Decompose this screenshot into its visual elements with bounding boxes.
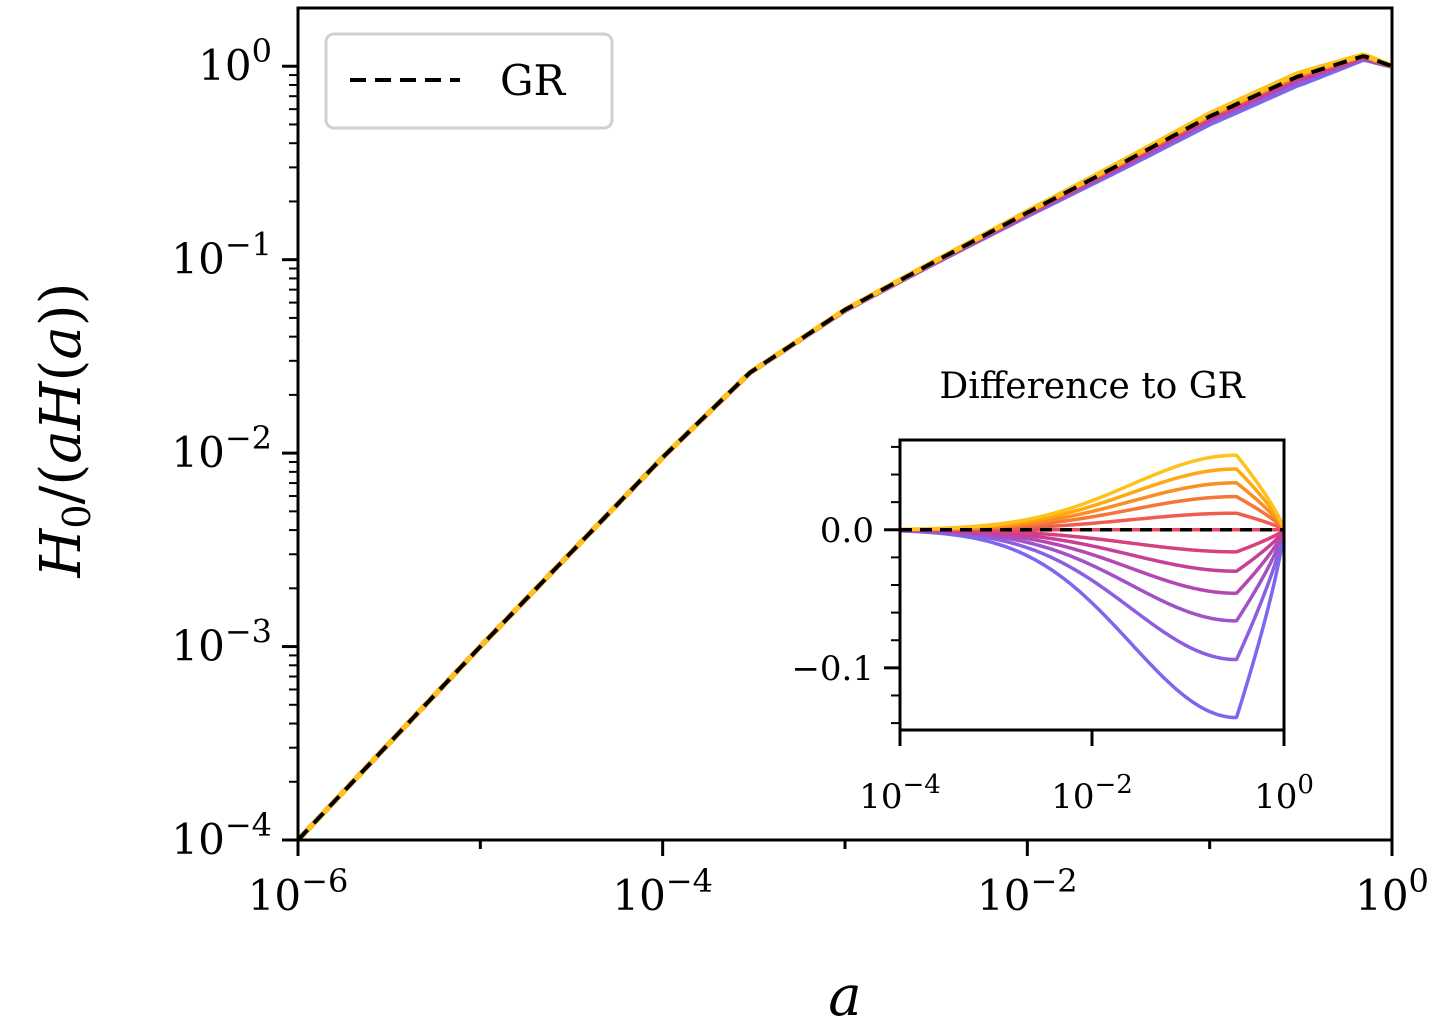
x-axis-title: a — [828, 964, 861, 1027]
inset-x-tick-label-2: 100 — [1254, 770, 1314, 817]
legend-gr-label: GR — [500, 56, 567, 105]
y-tick-base: 10 — [198, 41, 251, 90]
inset-variant-line-11 — [900, 453, 1284, 532]
inset-x-tick-exp: 0 — [1297, 770, 1314, 800]
main-series-group — [298, 52, 1392, 840]
y-tick-base: 10 — [171, 235, 224, 284]
y-axis-title-rest: /( — [29, 464, 94, 505]
y-tick-base: 10 — [171, 815, 224, 864]
y-tick-label-1: 10−3 — [171, 613, 272, 671]
inset-x-tick-exp: −2 — [1094, 770, 1132, 800]
inset-x-tick-label-0: 10−4 — [859, 770, 941, 817]
x-tick-exp: 0 — [1409, 862, 1429, 900]
inset-y-tick-label-0: 0.0 — [820, 511, 874, 551]
y-axis-title: H0/(aH(a)) — [29, 283, 99, 579]
y-axis-title-sub: 0 — [55, 504, 99, 528]
y-tick-base: 10 — [171, 428, 224, 477]
y-tick-label-2: 10−2 — [171, 419, 272, 477]
x-tick-label-3: 100 — [1355, 862, 1429, 920]
y-axis-title-h: H — [29, 527, 94, 578]
x-tick-base: 10 — [612, 871, 665, 920]
x-tick-label-0: 10−6 — [248, 862, 349, 920]
gr-line — [298, 54, 1392, 840]
x-tick-base: 10 — [977, 871, 1030, 920]
y-tick-exp: 0 — [252, 32, 272, 70]
inset-x-tick-base: 10 — [1051, 777, 1094, 817]
x-tick-base: 10 — [248, 871, 301, 920]
inset-x-tick-exp: −4 — [902, 770, 940, 800]
inset-series-group — [900, 453, 1284, 720]
inset-x-tick-base: 10 — [1254, 777, 1297, 817]
inset-background — [900, 440, 1284, 730]
y-tick-base: 10 — [171, 622, 224, 671]
y-tick-label-3: 10−1 — [171, 226, 272, 284]
y-tick-label-4: 100 — [198, 32, 272, 90]
inset-title: Difference to GR — [939, 366, 1245, 407]
x-tick-base: 10 — [1355, 871, 1408, 920]
y-tick-exp: −1 — [225, 226, 272, 264]
x-tick-label-2: 10−2 — [977, 862, 1078, 920]
inset-x-tick-label-1: 10−2 — [1051, 770, 1133, 817]
y-tick-exp: −4 — [225, 806, 272, 844]
x-tick-exp: −6 — [301, 862, 348, 900]
legend: GR — [324, 32, 614, 130]
x-tick-label-1: 10−4 — [612, 862, 713, 920]
y-tick-label-0: 10−4 — [171, 806, 272, 864]
legend-box — [324, 32, 614, 130]
inset-x-tick-base: 10 — [859, 777, 902, 817]
y-tick-exp: −3 — [225, 613, 272, 651]
x-tick-exp: −2 — [1030, 862, 1077, 900]
inset-variant-line-0 — [900, 529, 1284, 720]
y-tick-exp: −2 — [225, 419, 272, 457]
inset-y-tick-label-1: −0.1 — [791, 649, 874, 689]
x-tick-exp: −4 — [666, 862, 713, 900]
